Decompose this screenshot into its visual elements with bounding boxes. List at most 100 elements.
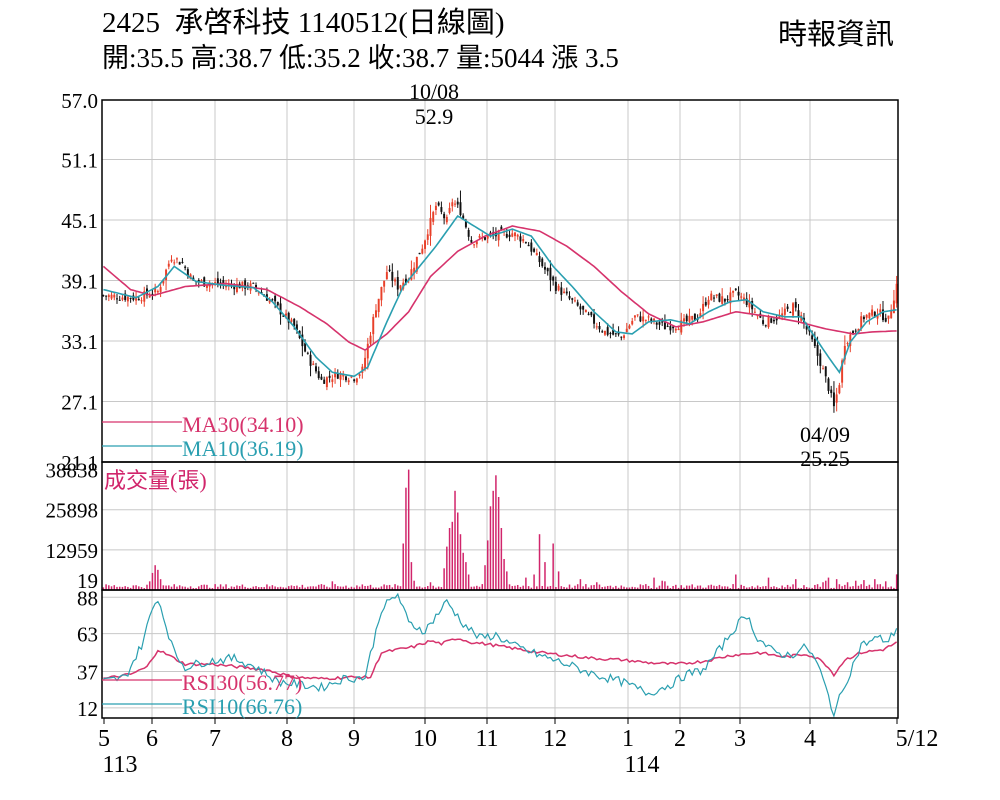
volume-bar <box>816 584 819 590</box>
candle-body <box>805 325 808 330</box>
candle-body <box>895 283 898 304</box>
volume-bar <box>437 586 440 590</box>
volume-bar <box>636 587 639 590</box>
volume-bar <box>503 559 505 590</box>
candle-body <box>849 334 852 346</box>
volume-bar <box>222 586 225 590</box>
volume-bar <box>582 586 584 590</box>
candle-body <box>355 378 358 383</box>
volume-bar <box>219 584 222 590</box>
candle-body <box>301 334 304 347</box>
candle-body <box>841 360 844 383</box>
candle-body <box>797 310 800 317</box>
volume-bar <box>612 587 614 590</box>
low-annotation-value: 25.25 <box>800 446 850 471</box>
volume-bar <box>345 585 347 590</box>
month-label: 8 <box>281 726 293 752</box>
volume-bar <box>268 586 271 590</box>
candle-body <box>704 301 707 306</box>
volume-bar <box>628 587 631 590</box>
candle-body <box>873 311 876 317</box>
volume-bar <box>244 586 246 590</box>
candle-body <box>143 291 146 302</box>
volume-bar <box>536 586 538 590</box>
grid-layer <box>102 100 898 718</box>
candle-body <box>593 314 596 324</box>
chart-date: 1140512 <box>297 7 399 39</box>
volume-bar <box>516 584 519 590</box>
volume-bar <box>113 585 116 590</box>
volume-bar <box>383 584 385 590</box>
volume-bar <box>271 585 274 590</box>
month-label: 11 <box>475 726 498 752</box>
volume-bar <box>694 587 696 590</box>
volume-bar <box>773 586 775 590</box>
volume-bar <box>116 586 118 590</box>
volume-bar <box>118 586 121 590</box>
candle-body <box>587 313 590 315</box>
volume-bar <box>811 587 813 590</box>
volume-bar <box>162 585 165 590</box>
candle-body <box>404 278 407 284</box>
volume-bar <box>356 585 358 590</box>
candle-body <box>892 300 895 314</box>
volume-bar <box>473 586 475 590</box>
volume-bar <box>165 585 167 590</box>
candle-body <box>107 295 110 298</box>
candle-body <box>437 202 440 206</box>
volume-bar <box>615 585 617 590</box>
volume-bar <box>481 584 484 590</box>
volume-bar <box>331 581 334 590</box>
candle-body <box>467 229 470 237</box>
volume-bar <box>838 584 841 590</box>
candle-body <box>306 352 309 354</box>
volume-bar <box>571 587 573 590</box>
volume-bar <box>252 586 255 590</box>
volume-bar <box>159 579 162 590</box>
volume-bar <box>737 588 740 590</box>
volume-bar <box>825 580 827 590</box>
rsi-tick-label: 88 <box>77 586 98 610</box>
candle-body <box>233 285 236 290</box>
volume-bar <box>511 586 514 590</box>
candle-body <box>726 299 729 301</box>
candle-body <box>579 306 582 310</box>
volume-bar <box>841 586 843 590</box>
chart-header: 2425 承啓科技 1140512(日線圖) <box>102 6 505 40</box>
month-label: 4 <box>804 726 816 752</box>
volume-bar <box>784 587 786 590</box>
volume-bar <box>726 586 729 590</box>
candle-body <box>832 392 835 407</box>
volume-bar <box>696 585 699 590</box>
volume-bar <box>560 586 563 590</box>
candle-body <box>347 380 350 383</box>
volume-bar <box>819 586 822 590</box>
candle-body <box>385 272 388 280</box>
candle-body <box>445 216 448 223</box>
month-label: 2 <box>674 726 686 752</box>
candle-body <box>702 303 705 312</box>
volume-bar <box>456 512 459 590</box>
candle-body <box>762 320 765 324</box>
candle-body <box>865 314 868 318</box>
volume-bar <box>585 584 587 590</box>
volume-bar <box>184 586 186 590</box>
candle-body <box>167 263 170 267</box>
candle-body <box>255 284 258 289</box>
volume-bar <box>448 528 451 590</box>
candle-body <box>462 215 465 219</box>
volume-bar <box>386 585 388 590</box>
volume-bar <box>887 587 890 590</box>
volume-panel <box>102 469 898 590</box>
high-annotation-value: 52.9 <box>415 104 454 129</box>
candle-body <box>718 293 721 302</box>
volume-bar <box>844 584 846 590</box>
candle-body <box>625 328 628 333</box>
candle-body <box>683 318 685 322</box>
candle-body <box>328 375 331 378</box>
candle-body <box>890 310 893 319</box>
volume-bar <box>484 565 486 590</box>
candle-body <box>154 288 157 293</box>
candle-body <box>424 240 427 249</box>
volume-bar <box>476 585 478 590</box>
